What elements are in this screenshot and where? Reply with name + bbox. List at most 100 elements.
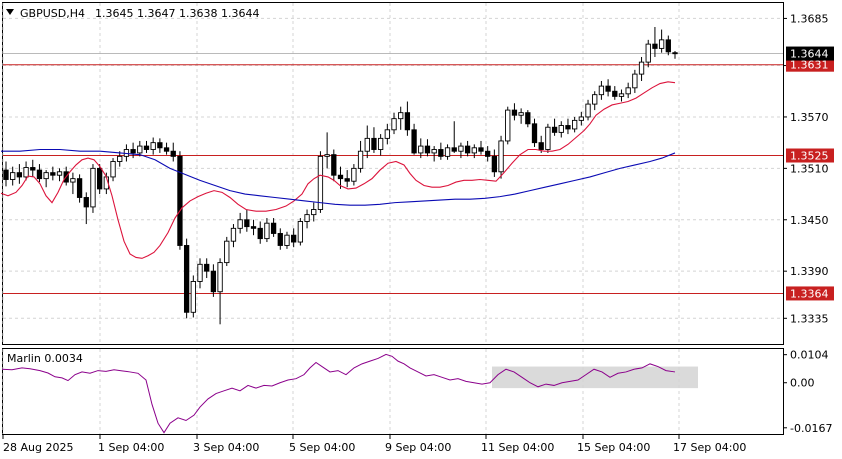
candle: [324, 132, 330, 169]
candle-body: [357, 150, 364, 169]
candle: [30, 159, 36, 177]
candle-body: [143, 145, 150, 150]
candle-body: [130, 149, 136, 154]
candle: [525, 110, 531, 128]
candle: [478, 140, 484, 155]
price-tick-label: 1.3570: [790, 111, 829, 124]
candle-body: [672, 52, 678, 55]
level-label: 1.3525: [790, 150, 829, 163]
candle-body: [224, 240, 230, 264]
candle-body: [578, 116, 584, 121]
candle-body: [612, 90, 618, 97]
candle-body: [76, 178, 83, 198]
candle: [498, 135, 504, 179]
candle: [297, 218, 304, 246]
candle: [311, 202, 317, 222]
candle-body: [157, 142, 163, 149]
level-label-box: [786, 148, 834, 163]
candle-body: [197, 263, 203, 282]
time-tick-label: 28 Aug 2025: [3, 441, 73, 454]
price-tick-label: 1.3685: [790, 12, 829, 25]
candle: [505, 106, 511, 145]
candle-body: [150, 142, 156, 150]
candle-body: [163, 147, 170, 152]
candle-body: [284, 234, 290, 246]
candle-body: [331, 154, 337, 176]
candle-body: [558, 125, 564, 133]
marlin-tick-label: 0.0104: [790, 349, 829, 362]
candle: [565, 118, 571, 135]
price-tick-label: 1.3335: [790, 312, 829, 325]
dropdown-triangle-icon[interactable]: [6, 9, 14, 15]
time-tick-label: 15 Sep 04:00: [577, 441, 650, 454]
current-price-box: [786, 46, 834, 61]
candle-body: [83, 197, 89, 208]
candle: [210, 264, 217, 297]
candle-body: [652, 43, 658, 49]
candle: [652, 26, 658, 57]
candle-body: [217, 262, 223, 293]
candle-body: [538, 142, 544, 150]
candle: [190, 275, 196, 318]
price-axis: 1.36851.36301.35701.35101.34501.33901.33…: [783, 12, 834, 325]
candle-body: [398, 112, 404, 120]
price-panel[interactable]: 1.36851.36301.35701.35101.34501.33901.33…: [0, 2, 834, 345]
marlin-plot-area[interactable]: [2, 348, 784, 435]
marlin-axis: 0.0104 0.00 -0.0167: [783, 349, 832, 435]
candle: [572, 116, 578, 133]
candle-body: [16, 172, 23, 178]
candle-body: [404, 112, 411, 131]
marlin-panel[interactable]: 0.0104 0.00 -0.0167 Marlin 0.0034: [1, 348, 832, 435]
candle: [277, 228, 283, 250]
candle-body: [324, 154, 330, 157]
slow-ma-line: [1, 148, 676, 206]
candle: [605, 79, 611, 97]
candle-body: [384, 129, 390, 139]
candle: [217, 258, 223, 325]
candle: [244, 209, 250, 232]
candle-body: [391, 118, 397, 131]
candle-body: [344, 178, 350, 182]
marlin-gridlines: [2, 349, 680, 434]
candle-body: [117, 155, 123, 162]
candle: [438, 142, 444, 160]
candle-body: [371, 137, 377, 150]
candle-body: [291, 234, 297, 243]
time-tick-label: 17 Sep 04:00: [673, 441, 746, 454]
candle: [351, 164, 357, 186]
candle: [371, 127, 377, 153]
candle-body: [438, 149, 444, 157]
candle: [56, 168, 63, 182]
price-plot-area[interactable]: [2, 2, 784, 345]
candle: [431, 146, 437, 162]
candle-body: [50, 172, 56, 176]
candle: [464, 140, 471, 157]
candle-body: [518, 112, 524, 116]
candle-body: [244, 219, 250, 228]
candle-body: [565, 125, 571, 130]
candle: [344, 170, 350, 188]
candle-body: [638, 61, 645, 75]
candle-body: [418, 145, 424, 154]
candle: [177, 151, 183, 250]
candle: [491, 149, 498, 177]
candle: [317, 151, 324, 213]
candle: [291, 228, 297, 248]
candle: [264, 218, 270, 243]
time-tick-label: 1 Sep 04:00: [98, 441, 164, 454]
candle: [137, 140, 143, 157]
candle-body: [411, 129, 417, 154]
candle: [598, 80, 605, 100]
candle: [658, 29, 665, 53]
candle: [10, 166, 16, 186]
candle: [585, 99, 591, 121]
candle-body: [190, 281, 196, 313]
candle-body: [431, 149, 437, 154]
candle: [204, 258, 210, 279]
candle: [418, 138, 424, 159]
candle-body: [485, 150, 491, 157]
candle: [97, 164, 103, 195]
time-tick-label: 9 Sep 04:00: [385, 441, 451, 454]
candle-body: [592, 94, 598, 105]
